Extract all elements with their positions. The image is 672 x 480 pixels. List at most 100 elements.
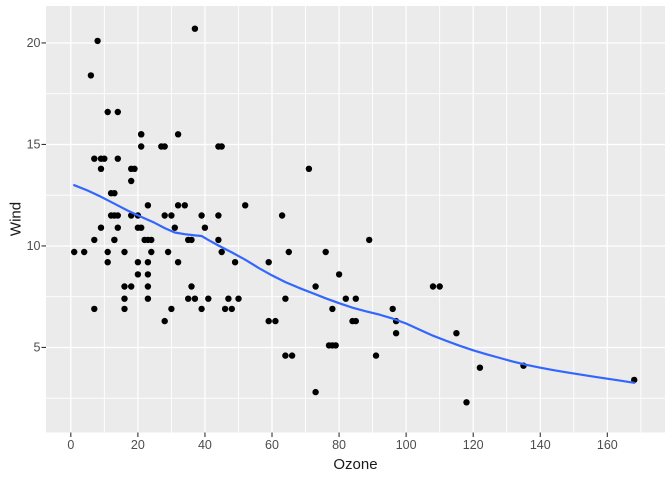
data-point bbox=[201, 224, 209, 231]
data-point bbox=[228, 305, 235, 313]
axis-tick-marks bbox=[41, 42, 608, 437]
data-point bbox=[104, 108, 111, 116]
data-point bbox=[121, 305, 128, 313]
data-point bbox=[134, 259, 142, 266]
data-point bbox=[114, 224, 122, 231]
y-axis-tick-labels: 5 10 15 20 bbox=[27, 36, 41, 354]
x-tick-label: 0 bbox=[67, 438, 74, 452]
data-point bbox=[312, 283, 319, 290]
data-point bbox=[463, 399, 470, 406]
data-point bbox=[288, 352, 296, 359]
x-axis-tick-labels: 0 20 40 60 80 100 120 140 160 bbox=[67, 438, 617, 452]
data-point bbox=[231, 259, 239, 266]
data-point bbox=[128, 165, 135, 172]
data-point bbox=[114, 155, 122, 162]
data-point bbox=[282, 295, 289, 302]
y-tick-label: 15 bbox=[27, 138, 41, 152]
y-tick-label: 20 bbox=[27, 36, 41, 50]
data-point bbox=[198, 305, 205, 313]
data-point bbox=[218, 248, 225, 256]
data-point bbox=[148, 248, 155, 256]
data-point bbox=[144, 202, 152, 209]
data-point bbox=[128, 177, 135, 185]
data-point bbox=[185, 295, 192, 302]
data-point bbox=[138, 131, 145, 138]
x-tick-label: 160 bbox=[597, 438, 618, 452]
data-point bbox=[97, 155, 105, 162]
data-point bbox=[285, 248, 292, 256]
data-point bbox=[342, 295, 349, 302]
data-point bbox=[322, 248, 329, 256]
x-axis-title: Ozone bbox=[333, 456, 377, 473]
data-point bbox=[191, 25, 199, 32]
data-point bbox=[174, 202, 182, 209]
data-point bbox=[242, 202, 249, 209]
data-point bbox=[352, 295, 359, 302]
data-point bbox=[148, 236, 155, 244]
data-point bbox=[329, 305, 336, 313]
data-point bbox=[335, 271, 343, 278]
data-point bbox=[429, 283, 437, 290]
data-point bbox=[282, 352, 289, 359]
data-point bbox=[91, 305, 98, 313]
data-point bbox=[436, 283, 443, 290]
data-point bbox=[181, 202, 188, 209]
data-point bbox=[158, 143, 165, 150]
data-point bbox=[87, 72, 95, 79]
data-point bbox=[97, 224, 105, 231]
data-point bbox=[121, 283, 128, 290]
x-tick-label: 80 bbox=[332, 438, 346, 452]
data-point bbox=[134, 271, 142, 278]
data-point bbox=[164, 248, 172, 256]
data-point bbox=[389, 305, 396, 313]
data-point bbox=[104, 248, 111, 256]
data-point bbox=[188, 283, 195, 290]
data-point bbox=[329, 342, 336, 349]
x-tick-label: 140 bbox=[530, 438, 551, 452]
data-point bbox=[128, 283, 135, 290]
x-tick-label: 40 bbox=[198, 438, 212, 452]
data-point bbox=[278, 212, 286, 219]
data-point bbox=[305, 165, 313, 172]
major-gridlines bbox=[46, 6, 665, 433]
data-point bbox=[215, 143, 222, 150]
data-point bbox=[121, 248, 128, 256]
data-point bbox=[94, 37, 101, 45]
data-point bbox=[198, 212, 205, 219]
x-tick-label: 100 bbox=[396, 438, 417, 452]
loess-smooth-line bbox=[73, 184, 636, 384]
data-point bbox=[272, 317, 279, 325]
data-point bbox=[111, 212, 118, 219]
data-point bbox=[114, 108, 122, 116]
data-point bbox=[205, 295, 212, 302]
data-point bbox=[144, 283, 152, 290]
data-point bbox=[221, 305, 229, 313]
data-point bbox=[174, 131, 182, 138]
data-point bbox=[453, 330, 460, 337]
data-point bbox=[111, 236, 118, 244]
data-point bbox=[312, 388, 319, 396]
data-point bbox=[168, 212, 175, 219]
data-point bbox=[91, 236, 98, 244]
data-point bbox=[138, 224, 145, 231]
y-axis-title: Wind bbox=[7, 202, 24, 236]
y-tick-label: 5 bbox=[34, 341, 41, 355]
data-point bbox=[161, 317, 168, 325]
data-point bbox=[392, 330, 400, 337]
data-point bbox=[191, 295, 199, 302]
x-tick-label: 20 bbox=[131, 438, 145, 452]
data-point bbox=[174, 259, 182, 266]
data-point bbox=[81, 248, 88, 256]
data-point bbox=[138, 143, 145, 150]
data-point bbox=[71, 248, 78, 256]
data-point bbox=[91, 155, 98, 162]
data-point bbox=[215, 212, 222, 219]
data-point bbox=[215, 236, 222, 244]
data-point bbox=[366, 236, 373, 244]
data-point bbox=[265, 317, 272, 325]
data-point bbox=[168, 305, 175, 313]
data-point bbox=[144, 259, 152, 266]
data-point bbox=[352, 317, 359, 325]
